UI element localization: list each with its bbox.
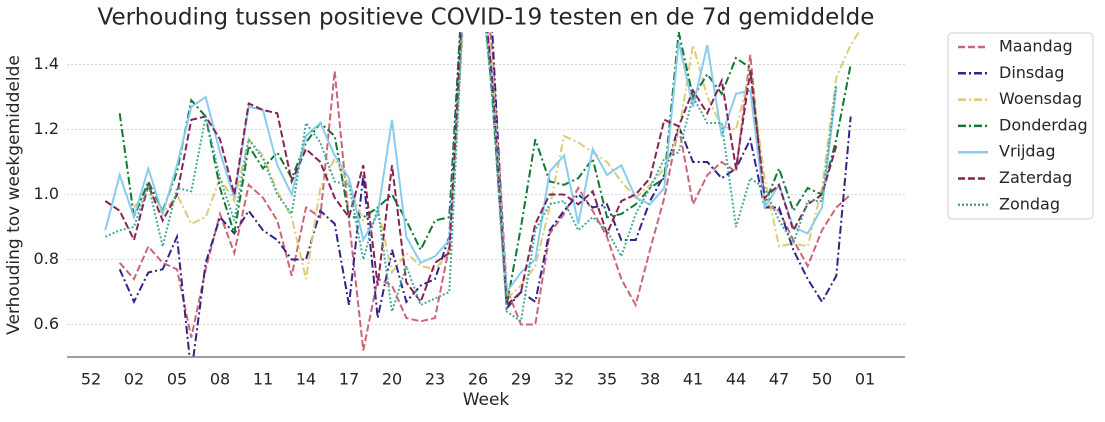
series-line [104, 32, 838, 324]
x-axis-label: Week [463, 390, 510, 410]
x-tick-label: 29 [511, 370, 531, 389]
x-tick-label: 52 [81, 370, 101, 389]
series-line [118, 32, 852, 357]
legend-label: Zondag [999, 194, 1060, 213]
chart-title: Verhouding tussen positieve COVID-19 tes… [98, 5, 875, 31]
x-tick-label: 32 [554, 370, 574, 389]
legend-label: Woensdag [999, 89, 1082, 108]
x-tick-label: 26 [468, 370, 488, 389]
x-tick-label: 17 [339, 370, 359, 389]
plot-area [104, 32, 861, 357]
legend-frame [947, 32, 1094, 220]
legend: Maandag Dinsdag Woensdag Donderdag Vrijdag Za… [947, 32, 1094, 220]
x-tick-label: 38 [640, 370, 660, 389]
x-tick-label: 20 [382, 370, 402, 389]
series-line [133, 32, 861, 301]
series-line [104, 32, 838, 295]
x-tick-label: 08 [210, 370, 230, 389]
y-axis-label: Verhouding tov weekgemiddelde [4, 55, 24, 335]
legend-label: Dinsdag [999, 63, 1064, 82]
y-tick-label: 0.6 [34, 314, 59, 333]
x-tick-label: 11 [253, 370, 273, 389]
y-tick-label: 1.2 [34, 119, 59, 138]
legend-label: Maandag [999, 37, 1073, 56]
x-tick-label: 35 [597, 370, 617, 389]
legend-label: Zaterdag [999, 168, 1072, 187]
x-tick-label: 01 [855, 370, 875, 389]
y-tick-label: 0.8 [34, 249, 59, 268]
x-tick-label: 50 [812, 370, 832, 389]
y-tick-label: 1.4 [34, 54, 59, 73]
legend-label: Vrijdag [999, 142, 1056, 161]
x-tick-label: 41 [683, 370, 703, 389]
y-tick-label: 1.0 [34, 184, 59, 203]
x-tick-label: 44 [726, 370, 746, 389]
x-tick-label: 47 [769, 370, 789, 389]
x-tick-label: 02 [124, 370, 144, 389]
series-line [118, 32, 852, 306]
x-tick-label: 23 [425, 370, 445, 389]
tick-labels: 0.6 0.8 1.0 1.2 1.4 52 02 05 08 11 14 17 20 23 26 29 32 3… [34, 54, 876, 389]
grid [67, 64, 905, 325]
x-tick-label: 05 [167, 370, 187, 389]
series-line [118, 32, 852, 351]
series-line [104, 32, 838, 308]
x-tick-label: 14 [296, 370, 316, 389]
legend-label: Donderdag [999, 115, 1088, 134]
